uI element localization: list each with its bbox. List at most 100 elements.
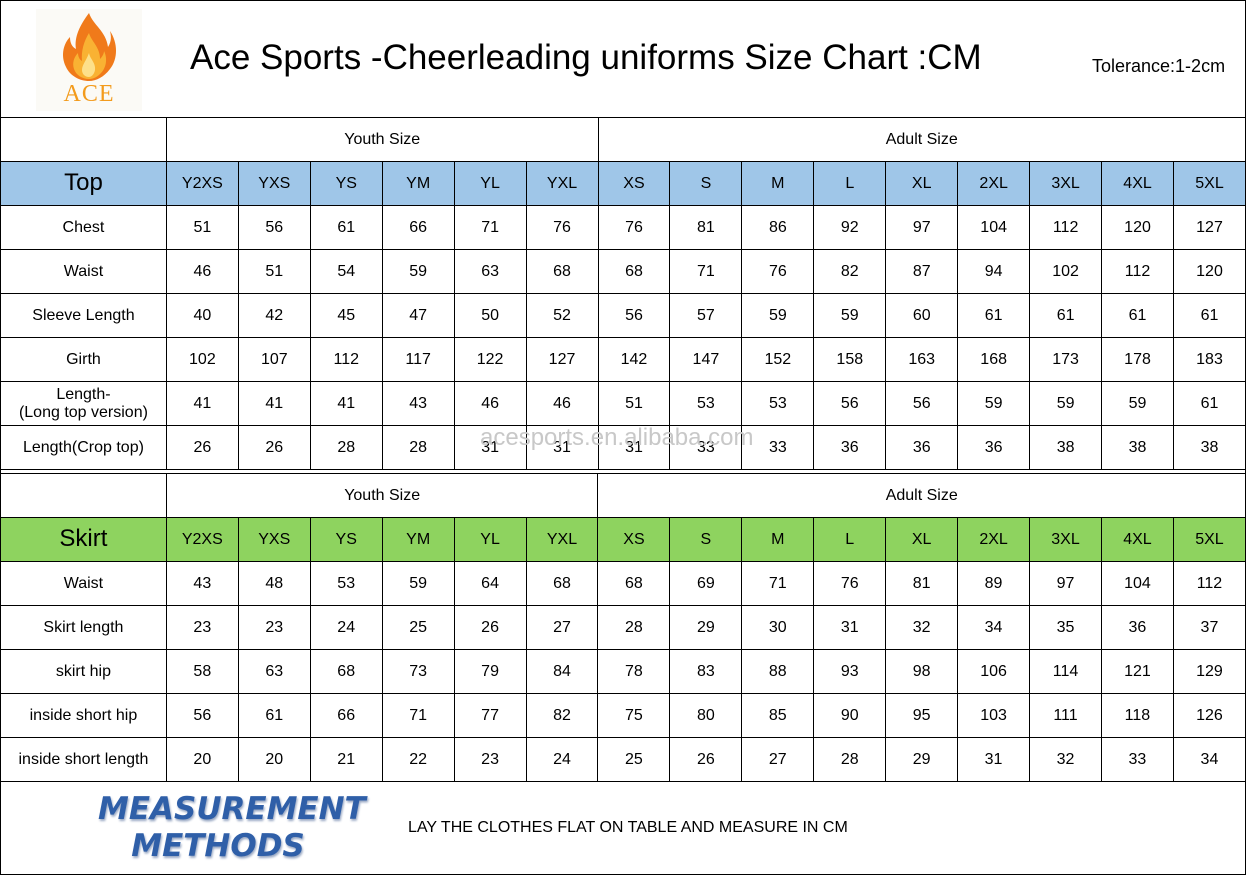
value-cell: 35	[1029, 605, 1102, 650]
row-label: Length- (Long top version)	[0, 381, 167, 426]
row-label: Length(Crop top)	[0, 425, 167, 470]
top-group-header-row: Youth Size Adult Size	[0, 117, 1246, 162]
value-cell: 121	[1100, 649, 1174, 694]
size-header-cell: YL	[453, 517, 527, 562]
skirt-size-table: Youth Size Adult Size Skirt Y2XS YXS YS YM YL…	[0, 473, 1246, 782]
value-cell: 127	[525, 337, 599, 382]
value-cell: 36	[813, 425, 887, 470]
skirt-size-row: Skirt Y2XS YXS YS YM YL YXL XS S M L XL 2XL 3XL 4XL 5XL	[0, 517, 1246, 562]
value-cell: 31	[813, 605, 887, 650]
value-cell: 94	[957, 249, 1031, 294]
value-cell: 63	[453, 249, 527, 294]
row-label: inside short length	[0, 737, 167, 782]
value-cell: 68	[525, 249, 599, 294]
footer: MEASUREMENT METHODS LAY THE CLOTHES FLAT…	[0, 781, 1246, 875]
table-row: inside short hip 56 61 66 71 77 82 75 80 85 90 95 10…	[0, 693, 1246, 738]
value-cell: 26	[669, 737, 743, 782]
youth-size-header: Youth Size	[165, 473, 599, 518]
value-cell: 63	[237, 649, 311, 694]
value-cell: 34	[1172, 737, 1246, 782]
value-cell: 90	[813, 693, 887, 738]
value-cell: 95	[885, 693, 959, 738]
size-header-cell: XS	[597, 517, 671, 562]
table-row: Waist 43 48 53 59 64 68 68 69 71 76 81 89 97 104 112	[0, 561, 1246, 606]
size-header-cell: M	[741, 161, 815, 206]
value-cell: 56	[885, 381, 959, 426]
value-cell: 24	[525, 737, 599, 782]
value-cell: 59	[1101, 381, 1174, 426]
value-cell: 51	[237, 249, 311, 294]
value-cell: 112	[309, 337, 383, 382]
size-header-cell: XS	[597, 161, 671, 206]
value-cell: 25	[597, 737, 671, 782]
adult-size-header: Adult Size	[597, 117, 1246, 162]
value-cell: 69	[669, 561, 743, 606]
value-cell: 120	[1173, 249, 1246, 294]
table-row: skirt hip 58 63 68 73 79 84 78 83 88 93 98 106 114 121…	[0, 649, 1246, 694]
value-cell: 66	[309, 693, 383, 738]
value-cell: 61	[1173, 293, 1246, 338]
size-header-cell: YS	[309, 517, 383, 562]
value-cell: 81	[885, 561, 959, 606]
row-label: Chest	[0, 205, 167, 250]
blank-cell	[0, 473, 167, 518]
value-cell: 23	[453, 737, 527, 782]
value-cell: 33	[1100, 737, 1174, 782]
value-cell: 71	[453, 205, 527, 250]
size-header-cell: YM	[381, 161, 455, 206]
value-cell: 71	[741, 561, 815, 606]
measurement-methods-title: MEASUREMENT METHODS	[98, 791, 366, 864]
value-cell: 118	[1100, 693, 1174, 738]
size-header-cell: XL	[885, 517, 959, 562]
value-cell: 173	[1029, 337, 1103, 382]
value-cell: 68	[309, 649, 383, 694]
value-cell: 46	[525, 381, 599, 426]
value-cell: 86	[741, 205, 815, 250]
blank-cell	[0, 117, 167, 162]
value-cell: 97	[885, 205, 959, 250]
value-cell: 38	[1101, 425, 1174, 470]
value-cell: 56	[237, 205, 311, 250]
size-header-cell: S	[669, 161, 743, 206]
size-header-cell: L	[813, 161, 887, 206]
value-cell: 51	[165, 205, 239, 250]
size-header-cell: YL	[453, 161, 527, 206]
value-cell: 147	[669, 337, 743, 382]
row-label-line: (Long top version)	[18, 403, 148, 421]
value-cell: 87	[885, 249, 959, 294]
size-header-cell: S	[669, 517, 743, 562]
size-header-cell: YM	[381, 517, 455, 562]
value-cell: 29	[885, 737, 959, 782]
flame-icon	[63, 13, 116, 81]
value-cell: 178	[1101, 337, 1174, 382]
value-cell: 98	[885, 649, 959, 694]
size-header-cell: 4XL	[1100, 517, 1174, 562]
value-cell: 84	[525, 649, 599, 694]
value-cell: 53	[741, 381, 815, 426]
value-cell: 36	[1100, 605, 1174, 650]
skirt-group-header-row: Youth Size Adult Size	[0, 473, 1246, 518]
value-cell: 111	[1029, 693, 1102, 738]
row-label: Waist	[0, 249, 167, 294]
value-cell: 58	[165, 649, 239, 694]
value-cell: 32	[1029, 737, 1102, 782]
value-cell: 31	[525, 425, 599, 470]
value-cell: 23	[165, 605, 239, 650]
size-header-cell: 5XL	[1172, 517, 1246, 562]
row-label: Waist	[0, 561, 167, 606]
value-cell: 41	[309, 381, 383, 426]
value-cell: 46	[453, 381, 527, 426]
value-cell: 80	[669, 693, 743, 738]
size-header-cell: 5XL	[1173, 161, 1246, 206]
value-cell: 81	[669, 205, 743, 250]
value-cell: 26	[453, 605, 527, 650]
value-cell: 36	[957, 425, 1031, 470]
measure-instruction: LAY THE CLOTHES FLAT ON TABLE AND MEASUR…	[408, 819, 848, 836]
value-cell: 56	[813, 381, 887, 426]
value-cell: 66	[381, 205, 455, 250]
value-cell: 61	[237, 693, 311, 738]
value-cell: 37	[1172, 605, 1246, 650]
value-cell: 43	[381, 381, 455, 426]
adult-size-header: Adult Size	[597, 473, 1246, 518]
value-cell: 68	[597, 561, 671, 606]
